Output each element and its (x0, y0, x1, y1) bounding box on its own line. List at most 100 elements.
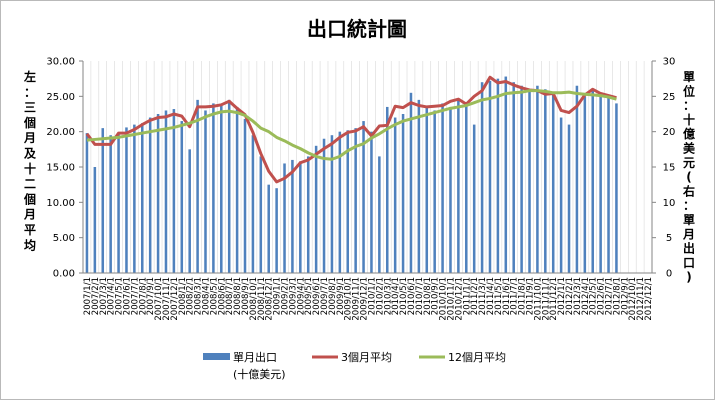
left-axis-label-char: 個 (23, 191, 36, 206)
x-tick-label: 2007/2/1 (91, 277, 101, 315)
x-tick-label: 2010/4/1 (391, 277, 401, 315)
x-tick-label: 2008/6/1 (217, 277, 227, 315)
bar-monthly-export (180, 121, 184, 273)
right-tick-label: 5 (666, 233, 672, 244)
line-12-month-average (86, 89, 617, 161)
x-tick-label: 2012/1/1 (557, 277, 567, 315)
right-axis-label-char: 單 (683, 70, 695, 84)
right-tick-label: 25 (663, 92, 676, 103)
right-axis-label: 單位：十億美元(右：單月出口) (682, 70, 696, 284)
x-tick-label: 2009/11/1 (352, 277, 362, 321)
x-tick-label: 2011/6/1 (502, 277, 512, 315)
bar-monthly-export (599, 92, 602, 273)
x-tick-label: 2007/12/1 (170, 277, 180, 321)
x-tick-label: 2007/9/1 (146, 277, 156, 315)
bar-monthly-export (433, 110, 436, 273)
legend-bar-label-1: 單月出口 (233, 350, 277, 364)
left-tick-label: 20.00 (46, 127, 75, 138)
x-tick-label: 2012/6/1 (597, 277, 607, 315)
bar-monthly-export (457, 99, 460, 273)
x-tick-label: 2010/5/1 (399, 277, 409, 315)
bar-monthly-export (551, 92, 555, 273)
x-tick-label: 2010/8/1 (423, 277, 433, 315)
x-tick-label: 2010/10/1 (439, 277, 449, 321)
bar-monthly-export (220, 104, 223, 274)
x-tick-label: 2012/2/1 (565, 277, 575, 315)
x-tick-label: 2011/4/1 (486, 277, 496, 315)
bar-monthly-export (536, 85, 539, 273)
x-tick-label: 2009/1/1 (273, 277, 283, 315)
x-tick-label: 2007/4/1 (107, 277, 117, 315)
bar-monthly-export (362, 121, 365, 273)
left-axis-label-char: 月 (23, 131, 36, 145)
right-tick-label: 30 (663, 57, 676, 68)
left-axis-label-char: 平 (24, 223, 36, 237)
bar-monthly-export (212, 103, 215, 274)
bar-monthly-export (449, 106, 452, 273)
x-tick-label: 2009/12/1 (360, 277, 370, 321)
x-tick-label: 2007/5/1 (115, 277, 125, 315)
bar-monthly-export (472, 124, 476, 273)
x-tick-label: 2011/10/1 (533, 277, 543, 321)
x-tick-label: 2012/12/1 (644, 277, 654, 321)
left-tick-label: 25.00 (46, 92, 75, 103)
x-tick-label: 2009/4/1 (296, 277, 306, 315)
bar-monthly-export (615, 103, 618, 274)
bar-monthly-export (299, 161, 302, 273)
x-tick-label: 2007/3/1 (99, 277, 109, 315)
bar-monthly-export (354, 128, 357, 273)
left-axis-label-char: 個 (23, 115, 36, 130)
bar-monthly-export (441, 103, 444, 274)
bar-monthly-export (583, 96, 587, 273)
right-axis-label-char: ( (686, 170, 691, 184)
x-tick-label: 2012/11/1 (636, 277, 646, 321)
right-axis-label-char: 月 (682, 227, 695, 241)
bar-monthly-export (259, 156, 263, 273)
right-axis-label-char: 出 (683, 241, 695, 256)
bar-monthly-export (125, 127, 128, 273)
legend: 單月出口 (十億美元) 3個月平均 12個月平均 (203, 350, 506, 381)
bar-monthly-export (156, 114, 160, 273)
right-axis-label-char: 單 (683, 213, 695, 227)
chart-title: 出口統計圖 (307, 17, 407, 41)
bar-monthly-export (133, 124, 136, 273)
right-axis-label-char: 億 (683, 126, 695, 141)
bar-monthly-export (370, 131, 373, 273)
x-tick-label: 2010/12/1 (454, 277, 464, 321)
right-tick-label: 10 (663, 198, 676, 209)
x-tick-label: 2007/8/1 (138, 277, 148, 315)
bar-monthly-export (283, 163, 286, 273)
x-tick-label: 2009/6/1 (312, 277, 322, 315)
bar-monthly-export (251, 135, 255, 273)
bar-monthly-export (330, 135, 334, 273)
x-tick-label: 2007/6/1 (122, 277, 132, 315)
x-tick-label: 2011/8/1 (518, 277, 528, 315)
x-tick-label: 2008/3/1 (194, 277, 204, 315)
x-tick-label: 2008/5/1 (209, 277, 219, 315)
bar-monthly-export (164, 110, 168, 273)
bar-monthly-export (496, 78, 500, 274)
right-y-ticks: 0 5 10 15 20 25 30 (652, 57, 675, 280)
left-axis-label-char: 三 (24, 101, 36, 115)
right-axis-label-char: ： (683, 99, 695, 113)
bar-monthly-export (85, 133, 89, 273)
right-tick-label: 15 (663, 163, 676, 174)
bar-monthly-export (409, 92, 413, 273)
bar-monthly-export (607, 96, 610, 273)
bar-monthly-export (306, 156, 310, 273)
x-tick-label: 2012/7/1 (605, 277, 615, 315)
bar-monthly-export (378, 156, 381, 273)
x-tick-label: 2007/11/1 (162, 277, 172, 321)
bar-monthly-export (109, 135, 112, 273)
left-tick-label: 10.00 (46, 198, 75, 209)
bar-monthly-export (401, 114, 405, 273)
bar-monthly-export (101, 128, 105, 273)
left-axis-label-char: 二 (24, 177, 36, 191)
left-y-ticks: 0.00 5.00 10.00 15.00 20.00 25.00 30.00 (46, 57, 83, 280)
bar-monthly-export (425, 106, 429, 273)
x-tick-label: 2010/3/1 (383, 277, 393, 315)
left-tick-label: 30.00 (46, 57, 75, 68)
x-tick-label: 2009/7/1 (320, 277, 330, 315)
right-axis-label-char: 位 (683, 83, 695, 98)
bar-monthly-export (291, 159, 294, 273)
